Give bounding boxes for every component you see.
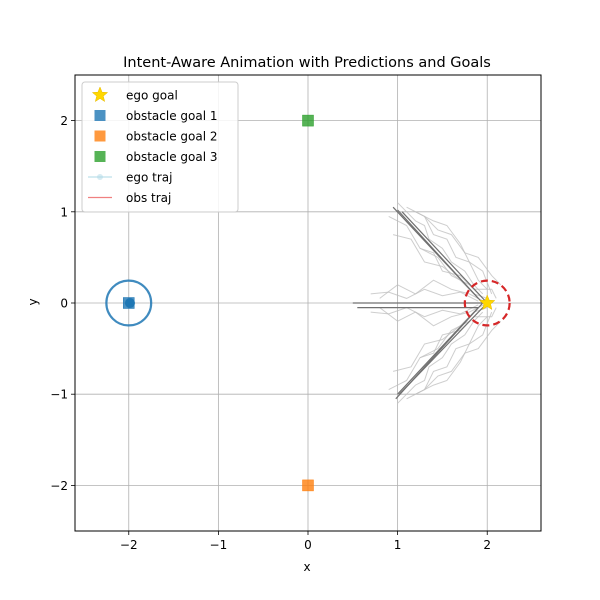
y-tick-label: 2 (60, 114, 68, 128)
prediction-lines-light (370, 202, 502, 404)
y-tick-label: −2 (50, 479, 68, 493)
obstacle-position-marker (124, 298, 135, 308)
prediction-lines-dark (352, 206, 488, 400)
prediction-line-dark (398, 302, 488, 395)
x-tick-label: 2 (483, 538, 491, 552)
prediction-line-light (379, 279, 488, 304)
prediction-line-light (397, 311, 484, 404)
legend-label: ego goal (126, 89, 178, 103)
prediction-line-light (406, 206, 488, 290)
legend-label: obs traj (126, 191, 171, 205)
legend-label: ego traj (126, 171, 172, 185)
legend: ego goal obstacle goal 1 obstacle goal 2 ob… (81, 81, 239, 213)
prediction-line-dark (397, 209, 479, 299)
prediction-line-light (419, 247, 497, 299)
obstacle-goal-2-marker (302, 479, 314, 492)
legend-square-icon (94, 151, 106, 162)
x-tick-label: 1 (394, 538, 402, 552)
y-axis-label: y (26, 298, 40, 305)
legend-box (81, 81, 239, 213)
x-axis-label: x (303, 560, 310, 574)
legend-label: obstacle goal 3 (126, 150, 218, 164)
prediction-line-dark (397, 307, 479, 395)
legend-circle-icon (97, 174, 103, 180)
legend-star-icon (91, 86, 109, 103)
prediction-line-light (424, 320, 502, 390)
goal-markers (105, 114, 511, 492)
legend-label: obstacle goal 1 (126, 109, 218, 123)
obstacle-goal-3-marker (302, 114, 314, 127)
legend-square-icon (94, 110, 106, 121)
prediction-line-light (370, 304, 479, 318)
y-tick-label: −1 (50, 388, 68, 402)
prediction-line-light (370, 288, 479, 302)
obstacle-circle (105, 279, 153, 327)
tick-labels: −2 −1 0 1 2 −2 −1 0 1 2 (50, 114, 491, 552)
legend-label: obstacle goal 2 (126, 130, 218, 144)
y-tick-label: 0 (60, 297, 68, 311)
x-tick-label: −1 (210, 538, 228, 552)
y-tick-label: 1 (60, 205, 68, 219)
prediction-line-dark (401, 211, 488, 304)
prediction-line-light (406, 316, 488, 400)
legend-square-icon (94, 130, 106, 142)
prediction-line-light (397, 202, 484, 295)
chart-title: Intent-Aware Animation with Predictions … (123, 55, 491, 71)
prediction-line-light (415, 311, 493, 395)
ego-goal-marker (478, 294, 496, 311)
x-tick-label: −2 (120, 538, 138, 552)
prediction-line-light (415, 211, 493, 295)
prediction-line-light (379, 302, 488, 327)
ego-safety-circle (463, 279, 511, 327)
prediction-line-light (424, 216, 502, 286)
x-tick-label: 0 (304, 538, 312, 552)
